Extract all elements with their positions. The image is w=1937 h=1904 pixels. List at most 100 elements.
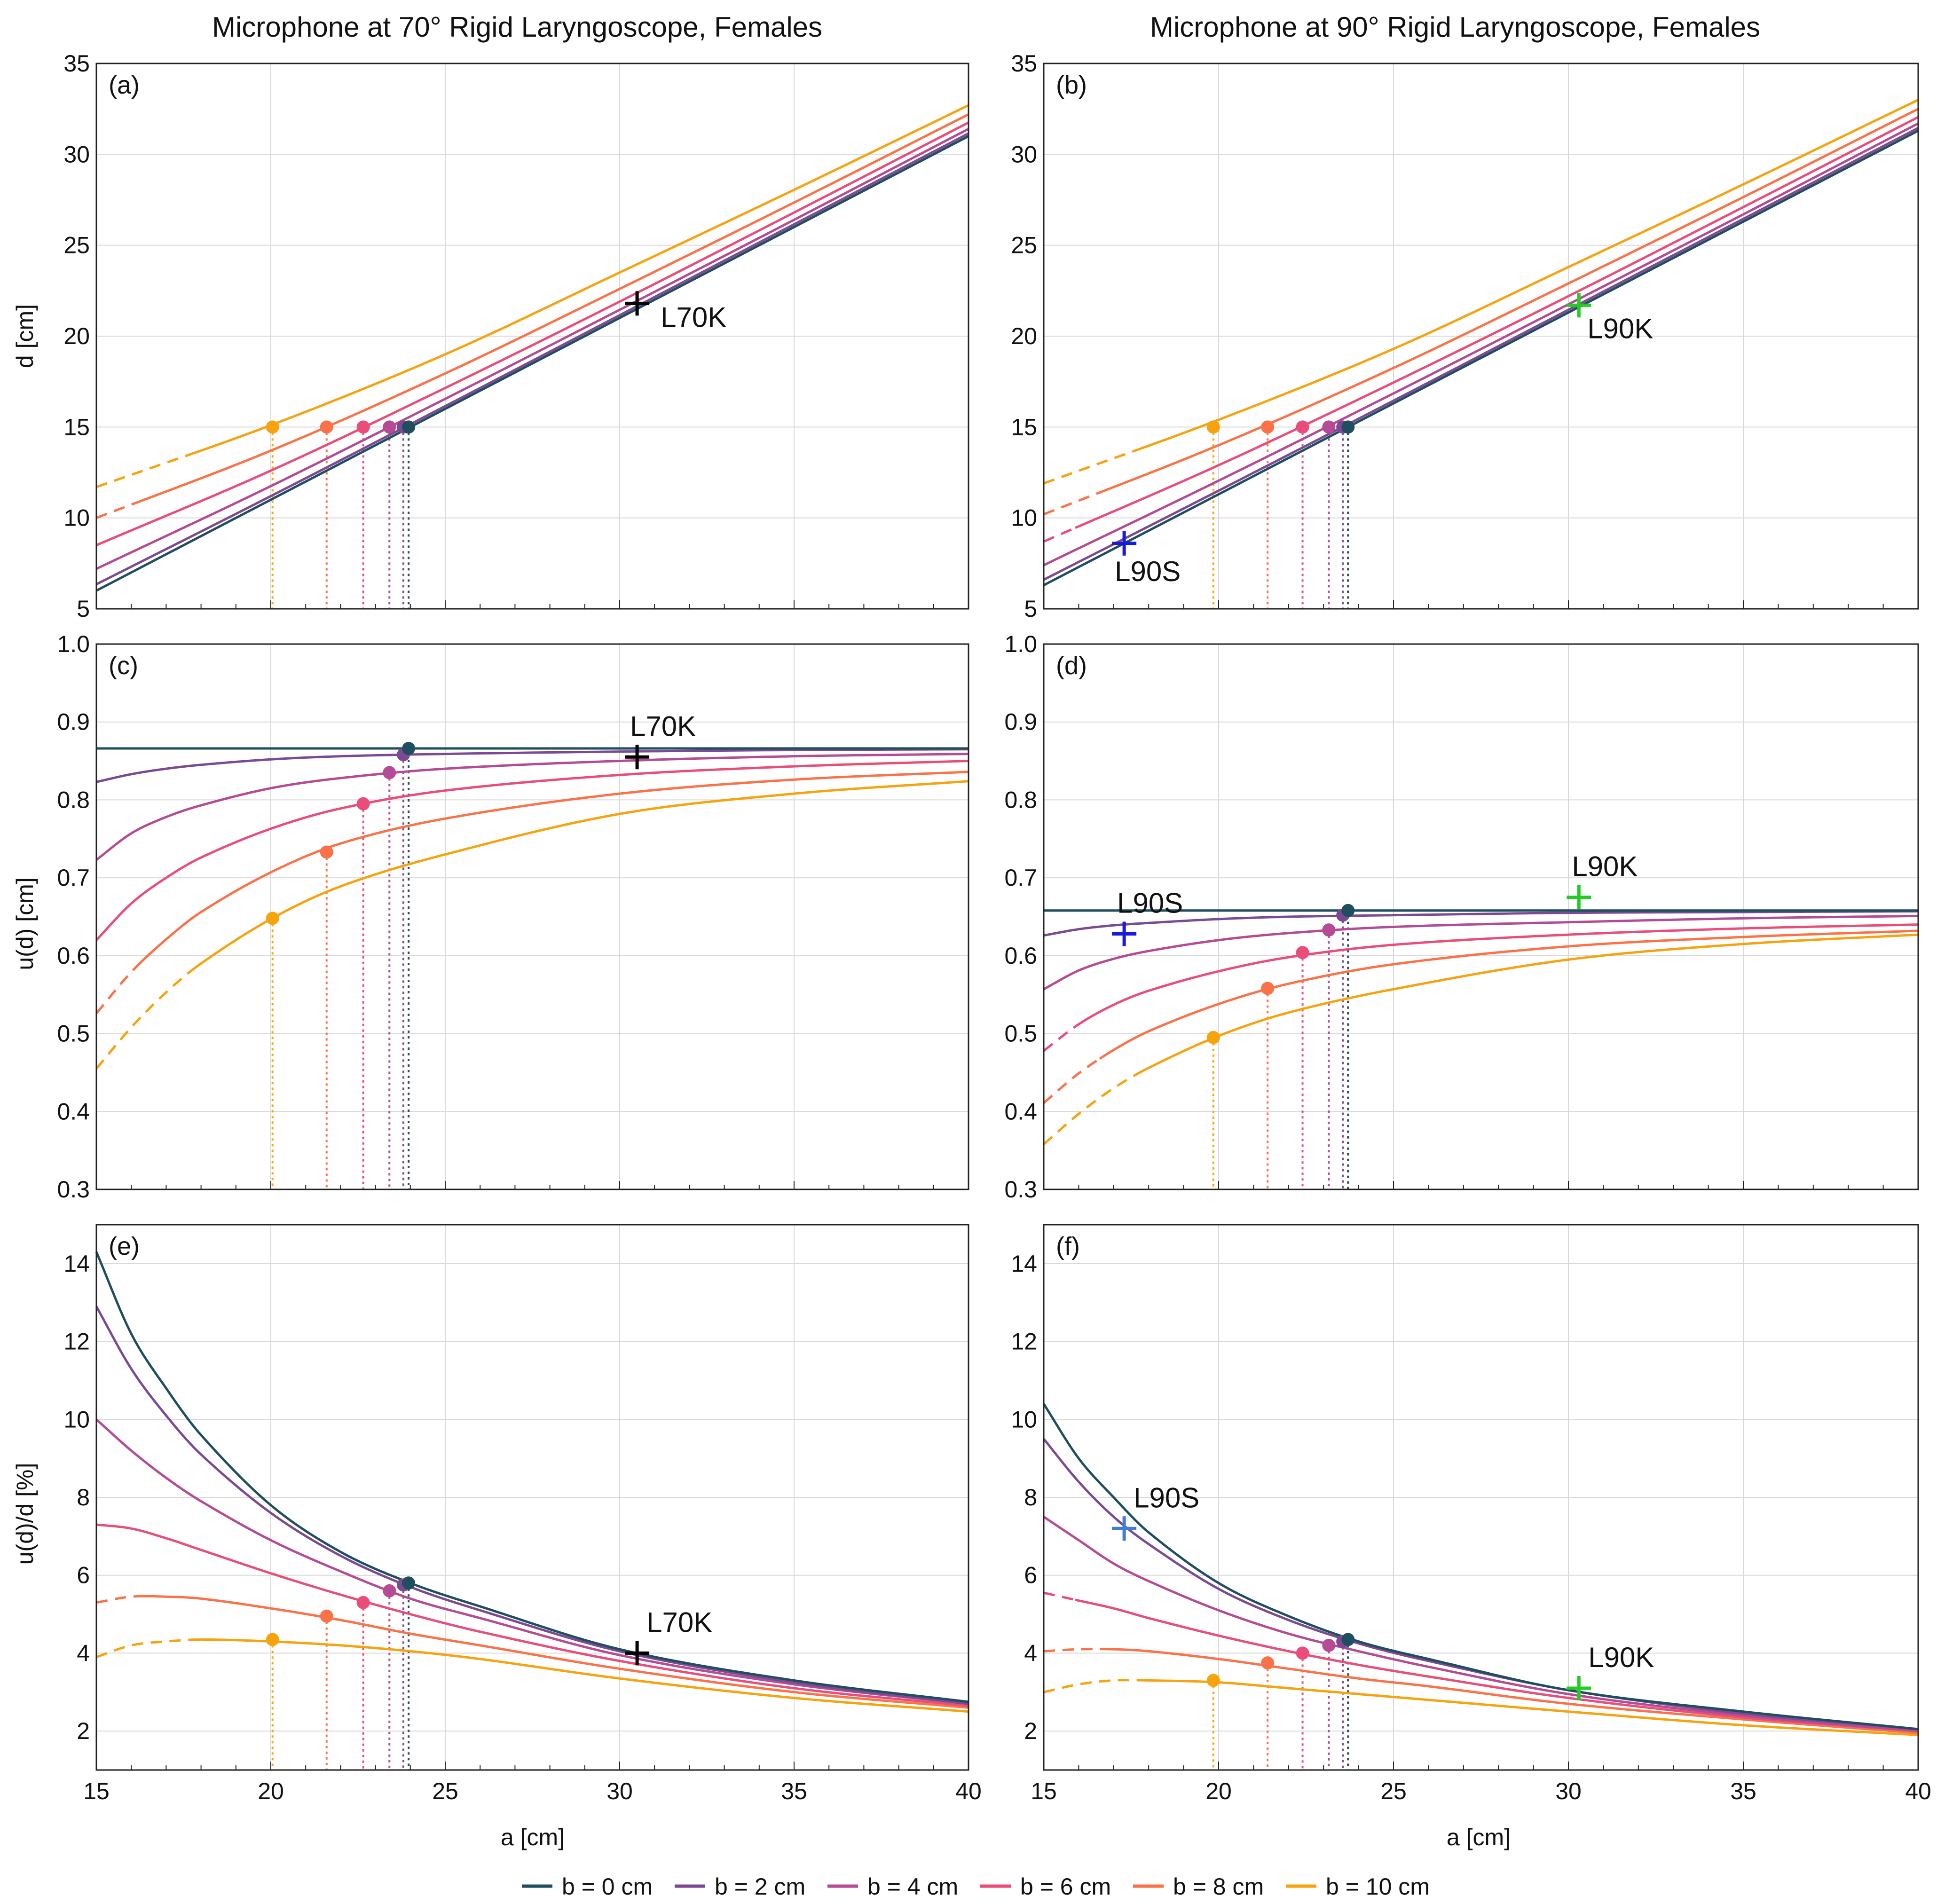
- series-line-b-8-cm: [1099, 929, 1919, 1060]
- legend-label-b10: b = 10 cm: [1326, 1873, 1430, 1900]
- series-line-b-8-cm: [137, 771, 969, 966]
- series-line-b-8-cm-dashed: [96, 1595, 139, 1604]
- y-tick-label: 10: [1011, 505, 1037, 531]
- y-tick-label: 20: [63, 323, 90, 349]
- marker-l70k: L70K: [625, 1606, 712, 1666]
- y-tick-label: 30: [1011, 141, 1037, 167]
- series-line-b-8-cm: [1099, 108, 1919, 494]
- y-tick-label: 35: [63, 50, 90, 77]
- plot-frame-a: [95, 63, 969, 610]
- legend-label-b2: b = 2 cm: [715, 1873, 805, 1900]
- panel-a: 5 10 15 20 25 30 35 L70K (a): [63, 50, 969, 622]
- marker-l70k: L70K: [625, 291, 726, 333]
- legend-label-b0: b = 0 cm: [562, 1873, 653, 1900]
- legend-item-b2: b = 2 cm: [675, 1873, 805, 1900]
- plot-frame-e: [95, 1224, 969, 1771]
- marker-label-l90s: L90S: [1115, 556, 1181, 587]
- y-tick-label: 35: [1011, 50, 1037, 77]
- series-line-b-0-cm: [95, 1251, 969, 1703]
- y-tick-label: 6: [77, 1562, 90, 1589]
- series-line-b-6-cm-dashed: [1043, 527, 1076, 543]
- marker-l90k: L90K: [1567, 851, 1638, 910]
- y-tick-label: 15: [63, 414, 90, 440]
- threshold-dot-b-4-cm: [383, 766, 396, 779]
- threshold-dot-b-0-cm: [1341, 904, 1355, 917]
- series-line-b-8-cm: [138, 1595, 969, 1709]
- series-line-b-8-cm-dashed: [1043, 491, 1100, 516]
- y-tick-label: 0.9: [1004, 709, 1037, 735]
- y-tick-label: 0.8: [1004, 787, 1037, 813]
- ylabel-middle: u(d) [cm]: [12, 877, 38, 970]
- y-tick-label: 0.7: [57, 865, 90, 891]
- series-line-b-2-cm: [1043, 127, 1919, 581]
- marker-label-l90k: L90K: [1587, 313, 1653, 344]
- x-tick-label: 40: [955, 1778, 982, 1804]
- y-tick-label: 1.0: [1004, 631, 1037, 657]
- y-tick-label: 0.5: [1004, 1021, 1037, 1047]
- panel-label-f: (f): [1056, 1232, 1080, 1260]
- panel-d: 0.3 0.4 0.5 0.6 0.7 0.8 0.9 1.0 L90K L90S (d): [1004, 631, 1919, 1203]
- y-tick-label: 8: [77, 1484, 90, 1511]
- y-tick-label: 0.4: [1004, 1098, 1037, 1125]
- series-line-b-6-cm: [95, 760, 969, 941]
- series-line-b-10-cm-dashed: [95, 968, 195, 1070]
- series-line-b-10-cm: [1137, 933, 1919, 1075]
- y-tick-label: 14: [63, 1251, 90, 1277]
- plot-frame-d: [1043, 643, 1919, 1190]
- series-line-b-10-cm-dashed: [1043, 1072, 1139, 1145]
- x-tick-label: 25: [1380, 1778, 1407, 1804]
- threshold-dot-b-10-cm: [266, 420, 279, 434]
- marker-l70k: L70K: [625, 710, 696, 770]
- y-tick-label: 25: [1011, 232, 1037, 259]
- series-line-b-4-cm: [1043, 122, 1919, 566]
- y-tick-label: 10: [63, 505, 90, 531]
- x-tick-label: 20: [258, 1778, 284, 1804]
- panel-label-c: (c): [109, 652, 138, 680]
- y-tick-label: 0.5: [57, 1021, 90, 1047]
- series-line-b-6-cm: [96, 1523, 969, 1707]
- series-line-b-8-cm-dashed: [95, 964, 139, 1015]
- marker-l90k: L90K: [1567, 1642, 1654, 1700]
- y-tick-label: 5: [1024, 596, 1037, 622]
- legend-label-b6: b = 6 cm: [1020, 1873, 1111, 1900]
- marker-label-l90s: L90S: [1117, 887, 1183, 919]
- panel-f: 2 4 6 8 10 12 14 15 20 25 30 35 40 L90K L90S (f): [1011, 1224, 1931, 1804]
- series-line-b-8-cm: [138, 113, 969, 504]
- x-tick-label: 20: [1205, 1778, 1232, 1804]
- y-tick-label: 0.4: [57, 1098, 90, 1125]
- threshold-dot-b-8-cm: [320, 420, 333, 434]
- y-tick-label: 4: [1024, 1640, 1037, 1666]
- legend-label-b4: b = 4 cm: [867, 1873, 958, 1900]
- y-tick-label: 0.6: [1004, 943, 1037, 969]
- plot-frame-b: [1043, 63, 1919, 610]
- legend-item-b10: b = 10 cm: [1286, 1873, 1430, 1900]
- threshold-dot-b-8-cm: [320, 845, 333, 859]
- panel-b: 5 10 15 20 25 30 35 L90K L90S (b): [1011, 50, 1919, 622]
- legend-item-b0: b = 0 cm: [522, 1873, 653, 1900]
- y-tick-label: 0.6: [57, 943, 90, 969]
- threshold-dot-b-4-cm: [383, 1584, 396, 1597]
- series-line-b-8-cm: [1100, 1648, 1919, 1734]
- panel-label-e: (e): [109, 1232, 140, 1260]
- threshold-dot-b-4-cm: [1322, 1638, 1336, 1652]
- y-tick-label: 12: [1011, 1329, 1037, 1355]
- legend-item-b6: b = 6 cm: [980, 1873, 1111, 1900]
- threshold-dot-b-6-cm: [1296, 946, 1309, 960]
- title-left: Microphone at 70° Rigid Laryngoscope, Fe…: [212, 11, 822, 43]
- marker-label-l90k: L90K: [1588, 1642, 1654, 1673]
- y-tick-label: 1.0: [57, 631, 90, 657]
- y-tick-label: 6: [1024, 1562, 1037, 1589]
- x-tick-label: 30: [606, 1778, 633, 1804]
- series-line-b-2-cm: [1043, 910, 1919, 937]
- panel-c: 0.3 0.4 0.5 0.6 0.7 0.8 0.9 1.0 L70K (c): [57, 631, 969, 1203]
- y-tick-label: 25: [63, 232, 90, 259]
- marker-l90s: L90S: [1112, 531, 1181, 587]
- threshold-dot-b-10-cm: [1206, 1674, 1220, 1687]
- threshold-dot-b-10-cm: [266, 1633, 279, 1646]
- marker-label-l70k: L70K: [646, 1606, 712, 1638]
- panel-label-d: (d): [1056, 652, 1087, 680]
- threshold-dot-b-6-cm: [356, 797, 370, 810]
- y-tick-label: 14: [1011, 1251, 1037, 1277]
- legend: b = 0 cm b = 2 cm b = 4 cm b = 6 cm b = …: [522, 1873, 1430, 1900]
